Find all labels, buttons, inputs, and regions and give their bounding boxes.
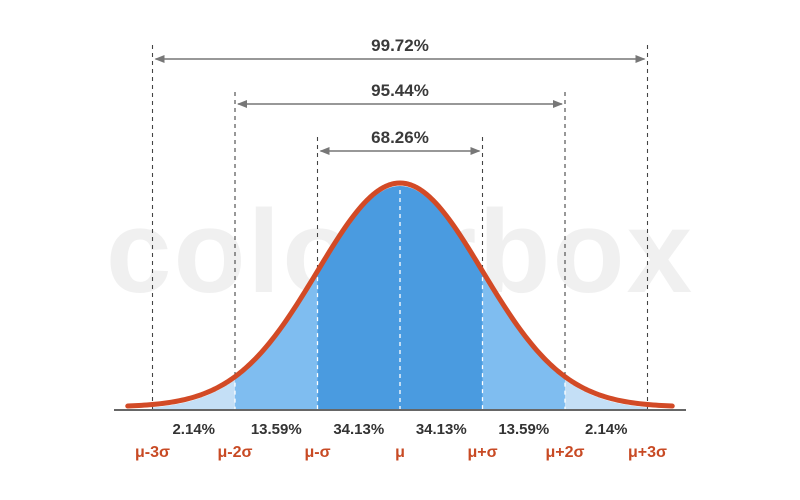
segment-fill-6 <box>565 379 648 410</box>
distribution-curve <box>125 180 675 409</box>
segment-label-3: 34.13% <box>333 421 384 438</box>
segment-label-1: 2.14% <box>172 421 215 438</box>
x-tick-label-2: μ-2σ <box>218 444 253 461</box>
x-tick-label-7: μ+3σ <box>628 444 667 461</box>
range-label-3-sigma: 99.72% <box>371 36 429 55</box>
segment-label-4: 34.13% <box>416 421 467 438</box>
segment-label-2: 13.59% <box>251 421 302 438</box>
x-tick-label-5: μ+σ <box>467 444 497 461</box>
range-label-1-sigma: 68.26% <box>371 128 429 147</box>
x-tick-label-6: μ+2σ <box>546 444 585 461</box>
x-tick-label-1: μ-3σ <box>135 444 170 461</box>
range-label-2-sigma: 95.44% <box>371 81 429 100</box>
x-tick-label-3: μ-σ <box>304 444 330 461</box>
x-tick-label-4: μ <box>395 444 405 461</box>
segment-label-6: 2.14% <box>585 421 628 438</box>
segment-fill-1 <box>152 379 235 410</box>
segment-label-5: 13.59% <box>498 421 549 438</box>
